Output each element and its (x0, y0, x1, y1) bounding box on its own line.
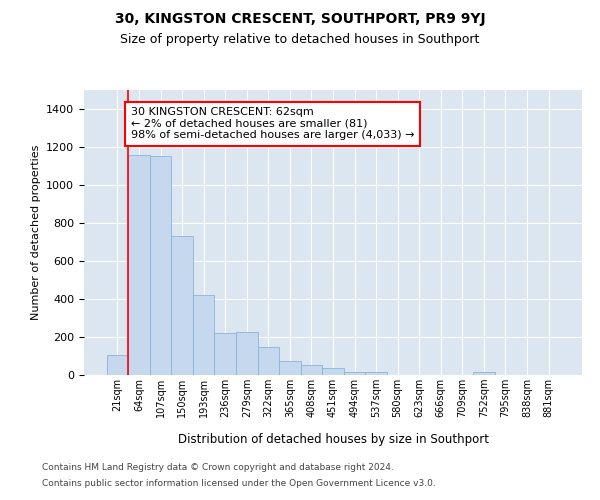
Y-axis label: Number of detached properties: Number of detached properties (31, 145, 41, 320)
Text: Size of property relative to detached houses in Southport: Size of property relative to detached ho… (121, 32, 479, 46)
Bar (128, 154, 150, 375)
Bar (214, 333, 236, 375)
Bar (172, 236, 193, 375)
Bar (236, 332, 257, 375)
Text: Distribution of detached houses by size in Southport: Distribution of detached houses by size … (178, 432, 488, 446)
Bar (257, 347, 279, 375)
Text: Contains HM Land Registry data © Crown copyright and database right 2024.: Contains HM Land Registry data © Crown c… (42, 464, 394, 472)
Text: 30, KINGSTON CRESCENT, SOUTHPORT, PR9 9YJ: 30, KINGSTON CRESCENT, SOUTHPORT, PR9 9Y… (115, 12, 485, 26)
Bar (365, 372, 387, 375)
Bar (193, 295, 214, 375)
Bar (279, 361, 301, 375)
Bar (473, 372, 494, 375)
Bar (301, 365, 322, 375)
Text: 30 KINGSTON CRESCENT: 62sqm
← 2% of detached houses are smaller (81)
98% of semi: 30 KINGSTON CRESCENT: 62sqm ← 2% of deta… (131, 107, 414, 140)
Text: Contains public sector information licensed under the Open Government Licence v3: Contains public sector information licen… (42, 478, 436, 488)
Bar (344, 372, 365, 375)
Bar (322, 368, 344, 375)
Bar (107, 354, 128, 375)
Bar (150, 156, 172, 375)
